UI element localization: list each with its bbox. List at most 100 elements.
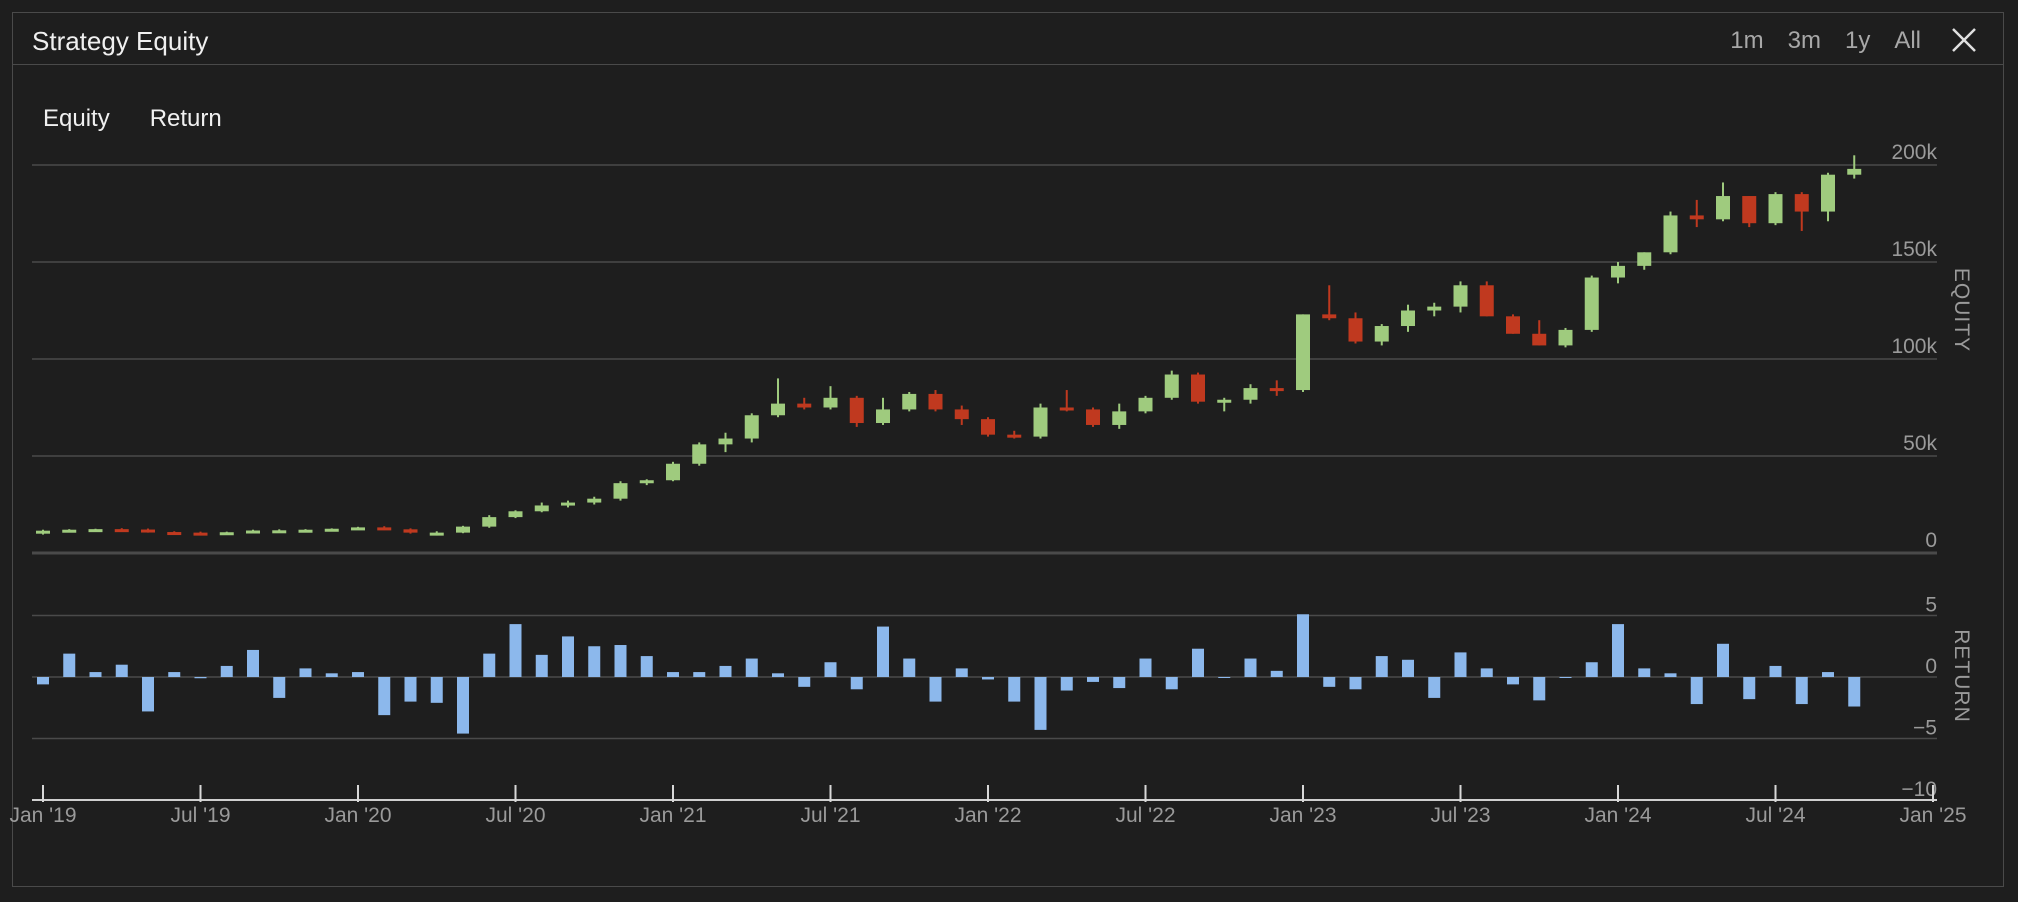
- return-bar: [194, 677, 207, 679]
- x-tick-label: Jul '21: [800, 804, 860, 827]
- candle-body: [508, 511, 523, 518]
- candle-body: [1506, 316, 1520, 334]
- equity-candle: [246, 529, 260, 534]
- return-bar: [378, 677, 391, 716]
- candle-body: [1427, 306, 1442, 311]
- tab-equity[interactable]: Equity: [43, 105, 110, 132]
- candle-body: [1322, 314, 1337, 319]
- candle-body: [324, 528, 339, 532]
- candle-body: [954, 409, 969, 420]
- candle-body: [1453, 285, 1468, 307]
- equity-candle: [613, 481, 628, 501]
- return-bar: [929, 677, 942, 702]
- return-tick-label: 0: [1925, 655, 1937, 678]
- equity-candle: [219, 531, 234, 536]
- range-1m-button[interactable]: 1m: [1730, 27, 1764, 54]
- candle-body: [1401, 310, 1415, 327]
- return-bar: [37, 677, 49, 685]
- return-bar: [1507, 677, 1519, 685]
- equity-candle: [377, 526, 392, 531]
- candle-body: [456, 526, 470, 533]
- return-bar: [325, 673, 338, 677]
- equity-candle: [193, 531, 208, 536]
- return-bar: [1192, 648, 1204, 677]
- equity-candle: [1716, 182, 1730, 222]
- return-bar: [1060, 677, 1073, 691]
- equity-candle: [902, 391, 917, 412]
- return-bar: [562, 636, 574, 677]
- return-bar: [1664, 673, 1677, 677]
- equity-candle: [797, 397, 812, 410]
- candle-body: [876, 409, 890, 424]
- equity-candle: [1191, 372, 1205, 404]
- equity-candle: [403, 528, 418, 534]
- tab-return[interactable]: Return: [149, 105, 222, 132]
- return-bar: [509, 624, 522, 677]
- equity-tick-label: 200k: [1891, 141, 1937, 164]
- panel-header: Strategy Equity 1m 3m 1y All: [13, 13, 2003, 65]
- range-1y-button[interactable]: 1y: [1844, 27, 1871, 54]
- x-tick-label: Jan '20: [324, 804, 391, 827]
- candle-body: [797, 403, 812, 408]
- x-tick-label: Jan '25: [1899, 804, 1966, 827]
- equity-candle: [1243, 384, 1258, 404]
- equity-candle: [1296, 314, 1310, 392]
- candle-body: [1191, 374, 1205, 402]
- return-bar: [63, 653, 76, 677]
- return-bar: [1087, 677, 1099, 682]
- equity-candle: [482, 515, 497, 528]
- equity-candle: [1348, 312, 1363, 344]
- range-all-button[interactable]: All: [1894, 27, 1921, 54]
- candle-body: [1716, 196, 1730, 220]
- candle-body: [246, 530, 260, 534]
- candle-body: [193, 532, 208, 536]
- candle-body: [1243, 388, 1258, 400]
- equity-candle: [771, 378, 785, 418]
- x-tick-label: Jul '22: [1115, 804, 1175, 827]
- equity-candle: [1821, 172, 1835, 222]
- candle-body: [1611, 265, 1625, 278]
- equity-candle: [534, 502, 549, 513]
- candle-body: [1637, 252, 1652, 266]
- candle-body: [1847, 168, 1862, 175]
- return-bar: [1428, 677, 1441, 698]
- return-bar: [483, 653, 496, 677]
- equity-candle: [1033, 403, 1048, 439]
- return-bar: [142, 677, 154, 712]
- return-bar: [115, 664, 128, 677]
- x-tick-label: Jul '23: [1430, 804, 1490, 827]
- equity-candle: [1007, 430, 1022, 439]
- return-bar: [535, 654, 548, 677]
- return-bar: [1559, 677, 1572, 678]
- return-bar: [1822, 672, 1834, 677]
- equity-candle: [1584, 275, 1599, 332]
- candle-body: [1532, 333, 1547, 346]
- candle-body: [744, 415, 759, 439]
- candle-body: [718, 438, 733, 445]
- return-bar: [693, 672, 706, 677]
- return-bar: [1769, 665, 1782, 677]
- return-bar: [1848, 677, 1861, 707]
- equity-candle: [718, 432, 733, 453]
- return-bar: [614, 645, 627, 677]
- range-3m-button[interactable]: 3m: [1787, 27, 1821, 54]
- panel-title: Strategy Equity: [32, 26, 209, 56]
- equity-tick-label: 50k: [1903, 432, 1937, 455]
- return-bar: [772, 673, 784, 677]
- equity-candle: [1138, 395, 1153, 414]
- return-bar: [1795, 677, 1808, 705]
- equity-candle: [1689, 199, 1704, 228]
- equity-candle: [324, 528, 339, 532]
- return-bar: [1717, 643, 1729, 677]
- return-bar: [168, 672, 181, 677]
- equity-candle: [36, 529, 50, 535]
- return-bar: [352, 672, 364, 677]
- return-bar: [1375, 656, 1388, 677]
- return-bar: [1743, 677, 1756, 700]
- candle-body: [1138, 397, 1153, 412]
- equity-candle: [876, 397, 890, 425]
- candle-body: [587, 498, 602, 503]
- equity-candle: [692, 442, 707, 466]
- candle-body: [1742, 196, 1757, 224]
- close-icon[interactable]: [1949, 25, 1979, 55]
